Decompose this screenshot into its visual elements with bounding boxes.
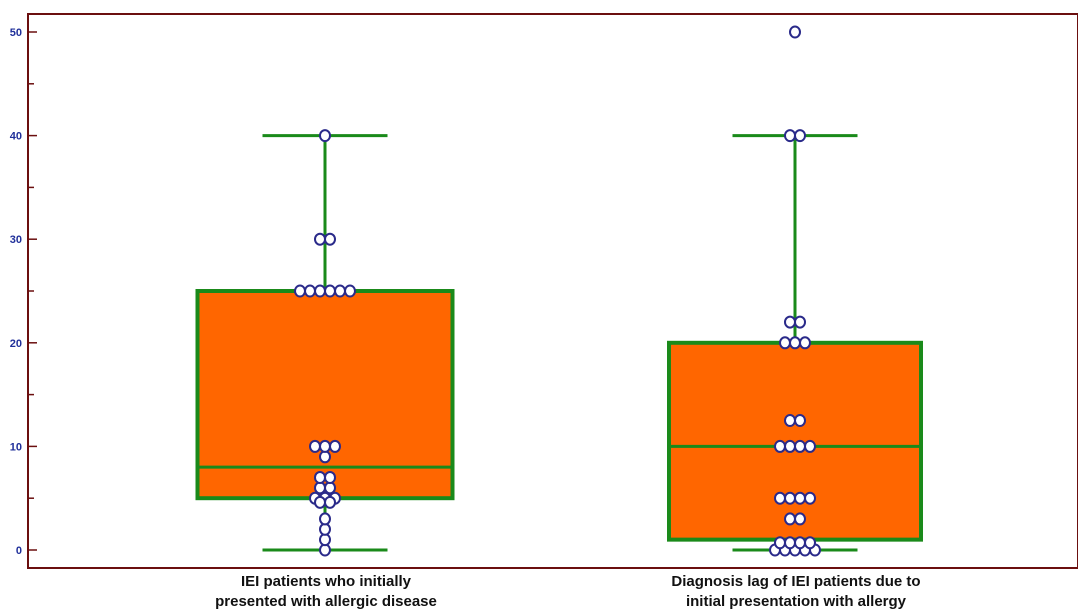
data-point bbox=[794, 439, 806, 453]
data-point bbox=[794, 315, 806, 329]
data-point bbox=[794, 414, 806, 427]
data-point bbox=[304, 284, 316, 298]
data-point bbox=[799, 336, 811, 350]
data-point bbox=[324, 495, 336, 509]
data-point bbox=[319, 129, 331, 143]
data-point bbox=[329, 439, 341, 453]
data-point bbox=[804, 536, 816, 550]
data-point bbox=[794, 491, 806, 505]
data-point bbox=[319, 512, 331, 526]
data-point bbox=[789, 25, 801, 39]
data-point bbox=[314, 232, 326, 246]
data-point bbox=[334, 284, 346, 298]
data-point bbox=[794, 512, 806, 526]
y-axis: 0 10 20 30 40 50 bbox=[10, 27, 37, 557]
data-point bbox=[319, 439, 331, 453]
data-point bbox=[794, 129, 806, 143]
data-point bbox=[784, 414, 796, 427]
data-point bbox=[319, 533, 331, 547]
data-point bbox=[324, 481, 336, 495]
iqr-box bbox=[667, 340, 923, 542]
data-point bbox=[324, 470, 336, 484]
data-point bbox=[309, 439, 321, 453]
data-point bbox=[319, 450, 331, 464]
boxes-layer bbox=[195, 134, 923, 552]
y-tick-label: 30 bbox=[10, 234, 22, 246]
data-point bbox=[324, 232, 336, 246]
data-point bbox=[774, 439, 786, 453]
iqr-box bbox=[195, 289, 455, 501]
data-point bbox=[779, 336, 791, 350]
category-label-2-line-1: Diagnosis lag of IEI patients due to bbox=[671, 573, 921, 590]
y-tick-label: 40 bbox=[10, 131, 22, 143]
data-point bbox=[794, 536, 806, 550]
data-point bbox=[784, 129, 796, 143]
data-point bbox=[324, 284, 336, 298]
data-point bbox=[314, 470, 326, 484]
y-tick-label: 0 bbox=[16, 545, 22, 557]
data-point bbox=[789, 336, 801, 350]
data-point bbox=[784, 491, 796, 505]
data-point bbox=[319, 543, 331, 557]
category-label-1-line-2: presented with allergic disease bbox=[215, 593, 437, 610]
data-point bbox=[804, 491, 816, 505]
y-tick-label: 20 bbox=[10, 338, 22, 350]
category-label-2-line-2: initial presentation with allergy bbox=[685, 593, 907, 610]
data-point bbox=[804, 439, 816, 453]
data-point bbox=[314, 495, 326, 509]
data-point bbox=[774, 536, 786, 550]
data-point bbox=[314, 284, 326, 298]
y-tick-label: 50 bbox=[10, 27, 22, 39]
data-point bbox=[314, 481, 326, 495]
category-label-2: Diagnosis lag of IEI patients due to ini… bbox=[596, 572, 996, 612]
data-point bbox=[784, 512, 796, 526]
category-label-1: IEI patients who initially presented wit… bbox=[126, 572, 526, 612]
data-point bbox=[319, 522, 331, 536]
data-point bbox=[784, 315, 796, 329]
data-point bbox=[344, 284, 356, 298]
y-tick-label: 10 bbox=[10, 441, 22, 453]
points-layer bbox=[294, 25, 821, 557]
data-point bbox=[294, 284, 306, 298]
data-point bbox=[784, 536, 796, 550]
data-point bbox=[774, 491, 786, 505]
data-point bbox=[784, 439, 796, 453]
category-label-1-line-1: IEI patients who initially bbox=[240, 573, 412, 590]
